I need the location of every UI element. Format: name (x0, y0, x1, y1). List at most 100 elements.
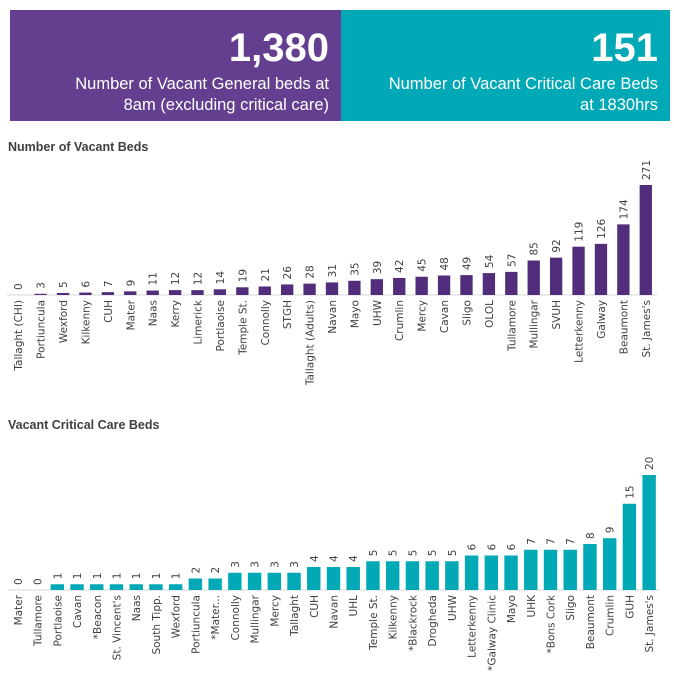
data-label: 57 (506, 253, 518, 266)
bar (191, 290, 204, 295)
category-label: GUH (624, 595, 636, 619)
category-label: Sligo (461, 300, 473, 326)
data-label: 7 (565, 538, 577, 545)
data-label: 3 (250, 561, 262, 568)
data-label: 0 (13, 283, 25, 290)
category-label: Mullingar (529, 299, 541, 348)
category-label: St. Vincent's (112, 595, 124, 660)
data-label: 45 (417, 258, 429, 271)
category-label: UHK (526, 594, 538, 618)
vacant-general-beds-card: 1,380 Number of Vacant General beds at 8… (10, 10, 341, 121)
category-label: Beaumont (585, 595, 597, 649)
category-label: Kilkenny (388, 595, 400, 639)
data-label: 4 (309, 555, 321, 562)
category-label: Letterkenny (467, 595, 479, 658)
bar (34, 293, 47, 295)
data-label: 7 (546, 538, 558, 545)
data-label: 39 (372, 261, 384, 274)
category-label: *Blackrock (407, 594, 419, 651)
category-label: Navan (327, 300, 339, 334)
data-label: 6 (486, 544, 498, 551)
data-label: 3 (269, 561, 281, 568)
data-label: 1 (112, 573, 124, 580)
category-label: CUH (309, 595, 321, 618)
category-label: Tullamore (33, 595, 45, 647)
category-label: Mater (125, 299, 137, 330)
category-label: Beaumont (618, 300, 630, 354)
category-label: *Galway Clinic (486, 595, 498, 671)
vacant-critical-beds-value: 151 (591, 26, 658, 70)
category-label: STGH (282, 300, 294, 329)
category-label: UHW (447, 594, 459, 621)
data-label: 11 (148, 272, 160, 285)
bar (146, 290, 159, 295)
bar (366, 561, 380, 590)
vacant-critical-beds-card: 151 Number of Vacant Critical Care Beds … (341, 10, 670, 121)
bar (101, 292, 115, 295)
data-label: 1 (171, 573, 183, 580)
bar (415, 276, 428, 295)
bar (129, 584, 143, 590)
category-label: Tallaght (CHI) (13, 300, 25, 372)
data-label: 14 (215, 271, 227, 285)
data-label: 5 (368, 550, 380, 557)
category-label: St. James's (641, 300, 653, 358)
category-label: Kerry (170, 300, 182, 328)
data-label: 5 (388, 550, 400, 557)
data-label: 2 (210, 567, 222, 574)
bar (482, 273, 496, 295)
data-label: 1 (131, 573, 143, 580)
vacant-critical-beds-label-line1: Number of Vacant Critical Care Beds (388, 75, 658, 93)
data-label: 7 (526, 538, 538, 545)
bar (549, 257, 563, 295)
category-label: Wexford (58, 300, 70, 343)
bar (325, 282, 339, 295)
bar (90, 584, 104, 590)
category-label: Sligo (565, 595, 577, 621)
bar (149, 584, 163, 590)
bar (236, 287, 249, 295)
bar (188, 578, 203, 590)
data-label: 0 (33, 578, 45, 585)
category-label: *Mater... (210, 595, 222, 640)
category-label: OLOL (484, 300, 496, 328)
bar (602, 538, 617, 590)
bar (543, 549, 558, 590)
data-label: 1 (92, 573, 104, 580)
data-label: 6 (80, 281, 92, 288)
bar (425, 561, 439, 590)
data-label: 42 (394, 260, 406, 273)
bar (393, 277, 406, 295)
data-label: 1 (151, 573, 163, 580)
bar (50, 584, 65, 590)
bar (258, 286, 271, 295)
category-label: Tullamore (506, 300, 518, 352)
data-label: 5 (407, 550, 419, 557)
data-label: 2 (190, 567, 202, 574)
category-label: Letterkenny (574, 300, 586, 363)
vacant-general-beds-label-line2: 8am (excluding critical care) (123, 96, 329, 114)
category-label: Limerick (193, 299, 205, 344)
category-label: Crumlin (605, 595, 617, 636)
data-label: 31 (327, 264, 339, 277)
data-label: 26 (282, 266, 294, 280)
bar (56, 292, 70, 295)
bar (572, 246, 585, 295)
category-label: Mayo (349, 300, 361, 328)
bar (460, 275, 473, 295)
category-label: SVUH (551, 300, 563, 329)
bar (124, 291, 137, 295)
category-label: Connolly (260, 300, 272, 346)
bar (168, 290, 182, 295)
data-label: 28 (305, 265, 317, 278)
critical-care-chart-title: Vacant Critical Care Beds (8, 418, 160, 432)
category-label: Portiuncula (36, 300, 48, 359)
data-label: 6 (467, 544, 479, 551)
data-label: 85 (529, 242, 541, 255)
category-label: UHL (348, 595, 360, 617)
data-label: 92 (551, 239, 563, 252)
data-label: 5 (447, 550, 459, 557)
category-label: South Tipp. (151, 595, 163, 655)
bar (228, 572, 242, 590)
bar (70, 584, 84, 590)
